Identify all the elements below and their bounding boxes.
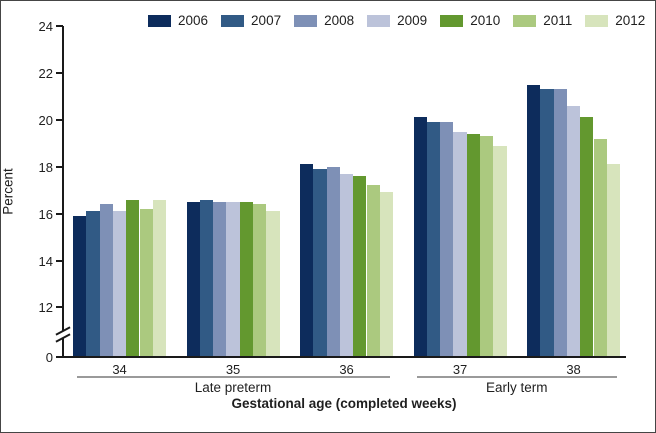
bar-2006-week35 [186, 201, 200, 358]
bar-2009-week36 [339, 173, 354, 358]
bar-2008-week37 [440, 122, 454, 358]
bar-2008-week34 [99, 204, 113, 358]
x-axis-line [62, 356, 626, 358]
y-tick-label: 0 [45, 350, 53, 365]
legend-swatch-2009 [367, 15, 391, 27]
bracket-label-late-preterm: Late preterm [194, 380, 272, 395]
bar-2006-week38 [527, 84, 541, 358]
week-label-36: 36 [339, 362, 354, 377]
legend-swatch-2012 [585, 15, 609, 27]
bar-2008-week38 [553, 89, 567, 358]
legend-swatch-2010 [440, 15, 464, 27]
legend-swatch-2011 [513, 15, 537, 27]
bar-2007-week36 [313, 169, 327, 358]
bar-2011-week38 [593, 138, 607, 358]
y-tick-label: 14 [38, 253, 53, 269]
y-tick-mark [56, 25, 63, 27]
bar-2012-week38 [606, 164, 621, 358]
bar-2008-week36 [326, 166, 340, 358]
y-tick-mark [56, 306, 63, 309]
bar-2010-week37 [466, 133, 480, 358]
week-label-37: 37 [452, 362, 468, 377]
legend-label: 2011 [543, 13, 573, 28]
legend-label: 2007 [251, 13, 282, 28]
week-label-35: 35 [225, 362, 241, 377]
legend-item-2007: 2007 [221, 14, 281, 28]
y-tick-mark [56, 259, 63, 262]
y-tick-label: 12 [38, 300, 53, 316]
y-tick-label: 24 [38, 19, 53, 34]
y-tick-mark [56, 356, 63, 358]
legend-item-2010: 2010 [440, 14, 500, 28]
bar-2012-week34 [152, 199, 167, 358]
bar-2006-week37 [413, 117, 427, 358]
y-tick-label: 22 [38, 65, 53, 81]
y-axis-line [62, 26, 64, 358]
y-tick-label: 20 [38, 112, 53, 128]
bar-2012-week36 [379, 192, 394, 358]
legend-item-2006: 2006 [148, 14, 208, 28]
legend-item-2012: 2012 [585, 14, 645, 28]
bar-2009-week34 [112, 211, 127, 358]
legend-item-2008: 2008 [294, 14, 354, 28]
bar-2009-week37 [453, 131, 467, 358]
bar-2012-week37 [493, 145, 507, 358]
x-axis-title: Gestational age (completed weeks) [231, 396, 457, 411]
legend-label: 2012 [615, 13, 646, 28]
legend-label: 2006 [178, 13, 209, 28]
y-axis-title: Percent [0, 168, 16, 215]
bar-2007-week35 [199, 199, 214, 358]
legend-item-2011: 2011 [513, 14, 572, 28]
bar-2010-week38 [580, 117, 594, 358]
y-tick-label: 16 [38, 206, 53, 222]
bar-2006-week34 [73, 215, 87, 358]
bracket-line-early-term [417, 376, 617, 378]
bar-2009-week35 [226, 201, 240, 358]
bar-2007-week38 [540, 89, 554, 358]
bar-2010-week34 [126, 199, 140, 358]
bracket-label-early-term: Early term [486, 380, 548, 395]
y-tick-mark [56, 71, 63, 74]
bracket-line-late-preterm [76, 376, 390, 378]
bar-2007-week37 [426, 122, 441, 358]
bar-2011-week34 [139, 208, 153, 358]
y-tick-label: 18 [38, 159, 53, 175]
week-label-34: 34 [112, 362, 127, 377]
y-tick-mark [56, 118, 63, 121]
legend-swatch-2008 [294, 15, 318, 27]
legend-item-2009: 2009 [367, 14, 427, 28]
bar-2009-week38 [566, 105, 581, 358]
chart-legend: 2006 2007 2008 2009 2010 2011 2012 [148, 14, 645, 28]
bar-2010-week35 [239, 201, 253, 358]
week-label-38: 38 [566, 362, 581, 377]
legend-swatch-2006 [148, 15, 171, 27]
bar-2011-week35 [253, 204, 267, 358]
y-tick-mark [56, 212, 63, 215]
bar-2012-week35 [266, 211, 280, 358]
legend-label: 2010 [470, 13, 501, 28]
bar-2010-week36 [353, 176, 367, 358]
bar-2011-week36 [366, 185, 380, 358]
y-axis-break [59, 331, 67, 338]
bar-2011-week37 [480, 136, 494, 358]
bar-2006-week36 [300, 164, 314, 358]
legend-label: 2009 [397, 13, 428, 28]
y-tick-mark [56, 165, 63, 168]
legend-swatch-2007 [221, 15, 245, 27]
bar-2008-week35 [213, 201, 227, 358]
legend-label: 2008 [324, 13, 355, 28]
bar-2007-week34 [86, 211, 100, 358]
